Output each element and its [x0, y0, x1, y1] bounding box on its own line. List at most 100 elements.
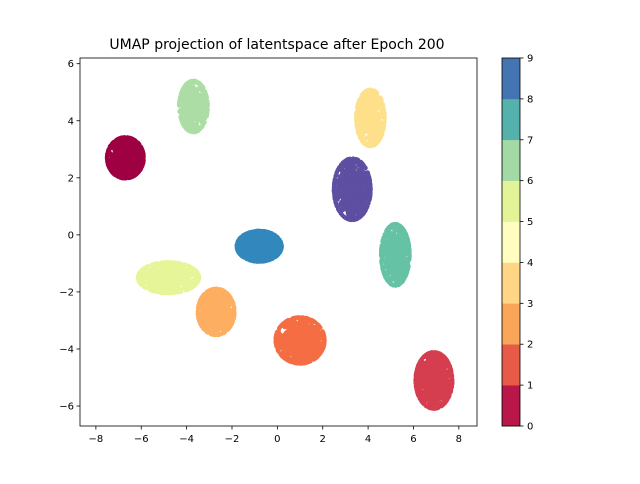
- scatter-point: [435, 350, 440, 355]
- scatter-point: [300, 346, 305, 351]
- scatter-point: [117, 172, 123, 177]
- scatter-point: [445, 384, 450, 389]
- scatter-point: [424, 355, 429, 360]
- scatter-point: [161, 264, 166, 269]
- scatter-point: [431, 374, 436, 379]
- scatter-point: [440, 353, 445, 358]
- scatter-point: [155, 276, 160, 281]
- scatter-point: [227, 323, 232, 328]
- scatter-point: [360, 126, 366, 131]
- scatter-point: [184, 263, 189, 268]
- scatter-point: [305, 336, 310, 341]
- scatter-point: [133, 158, 138, 163]
- scatter-point: [111, 171, 116, 176]
- scatter-point: [417, 396, 422, 401]
- scatter-point: [291, 316, 296, 321]
- scatter-point: [304, 341, 310, 346]
- scatter-point: [423, 389, 429, 394]
- scatter-point: [279, 342, 284, 348]
- scatter-point: [228, 295, 233, 301]
- scatter-point: [360, 97, 365, 102]
- scatter-point: [302, 361, 307, 366]
- scatter-point: [280, 322, 285, 327]
- scatter-point: [420, 392, 425, 397]
- scatter-point: [429, 362, 434, 367]
- scatter-point: [378, 100, 383, 105]
- scatter-point: [428, 354, 433, 359]
- scatter-point: [317, 325, 322, 330]
- scatter-point: [142, 281, 147, 287]
- scatter-point: [319, 342, 324, 347]
- scatter-point: [415, 365, 420, 370]
- scatter-point: [114, 160, 119, 165]
- scatter-point: [274, 330, 280, 335]
- scatter-point: [299, 325, 304, 330]
- scatter-point: [414, 387, 419, 392]
- scatter-point: [366, 95, 372, 100]
- scatter-point: [378, 95, 383, 100]
- scatter-points: [104, 78, 455, 411]
- scatter-point: [420, 380, 425, 385]
- scatter-point: [207, 309, 212, 314]
- scatter-point: [363, 136, 368, 141]
- scatter-point: [444, 362, 449, 368]
- scatter-point: [150, 271, 156, 276]
- scatter-point: [427, 395, 432, 400]
- scatter-point: [150, 262, 155, 267]
- scatter-point: [369, 112, 374, 117]
- scatter-point: [372, 135, 377, 141]
- scatter-point: [288, 344, 293, 349]
- scatter-point: [162, 284, 167, 289]
- scatter-point: [439, 360, 444, 365]
- scatter-series-2: [273, 315, 327, 366]
- scatter-series-0: [104, 135, 146, 181]
- scatter-point: [104, 154, 110, 159]
- scatter-series-3: [195, 286, 237, 338]
- scatter-point: [287, 317, 293, 322]
- scatter-point: [447, 364, 452, 369]
- scatter-point: [427, 405, 433, 411]
- scatter-point: [377, 114, 382, 119]
- scatter-point: [120, 146, 125, 151]
- scatter-point: [315, 332, 320, 337]
- scatter-point: [136, 141, 141, 146]
- scatter-point: [150, 275, 155, 280]
- scatter-point: [232, 310, 237, 315]
- scatter-point: [291, 344, 296, 349]
- scatter-point: [294, 356, 299, 361]
- scatter-point: [296, 345, 301, 350]
- scatter-point: [365, 122, 371, 127]
- scatter-point: [432, 353, 437, 358]
- scatter-point: [122, 161, 127, 166]
- scatter-point: [199, 312, 204, 317]
- scatter-point: [366, 114, 371, 120]
- scatter-point: [278, 333, 284, 338]
- scatter-point: [129, 164, 134, 169]
- scatter-point: [287, 359, 292, 364]
- scatter-point: [199, 295, 205, 300]
- scatter-point: [214, 296, 219, 301]
- scatter-point: [196, 272, 201, 278]
- scatter-point: [308, 332, 313, 337]
- scatter-point: [354, 118, 359, 123]
- scatter-point: [373, 113, 378, 118]
- scatter-point: [225, 318, 230, 324]
- scatter-point: [379, 127, 384, 132]
- scatter-point: [216, 289, 221, 294]
- scatter-point: [363, 89, 368, 94]
- scatter-point: [106, 164, 111, 169]
- scatter-point: [289, 336, 295, 341]
- scatter-point: [140, 163, 145, 168]
- scatter-point: [372, 103, 377, 108]
- scatter-point: [317, 352, 322, 357]
- scatter-point: [212, 329, 217, 334]
- scatter-point: [436, 371, 441, 376]
- scatter-point: [164, 274, 169, 279]
- scatter-point: [360, 139, 365, 144]
- scatter-point: [441, 385, 446, 390]
- scatter-point: [165, 260, 170, 265]
- scatter-series-4: [354, 87, 387, 149]
- scatter-point: [114, 138, 119, 143]
- scatter-point: [121, 135, 126, 140]
